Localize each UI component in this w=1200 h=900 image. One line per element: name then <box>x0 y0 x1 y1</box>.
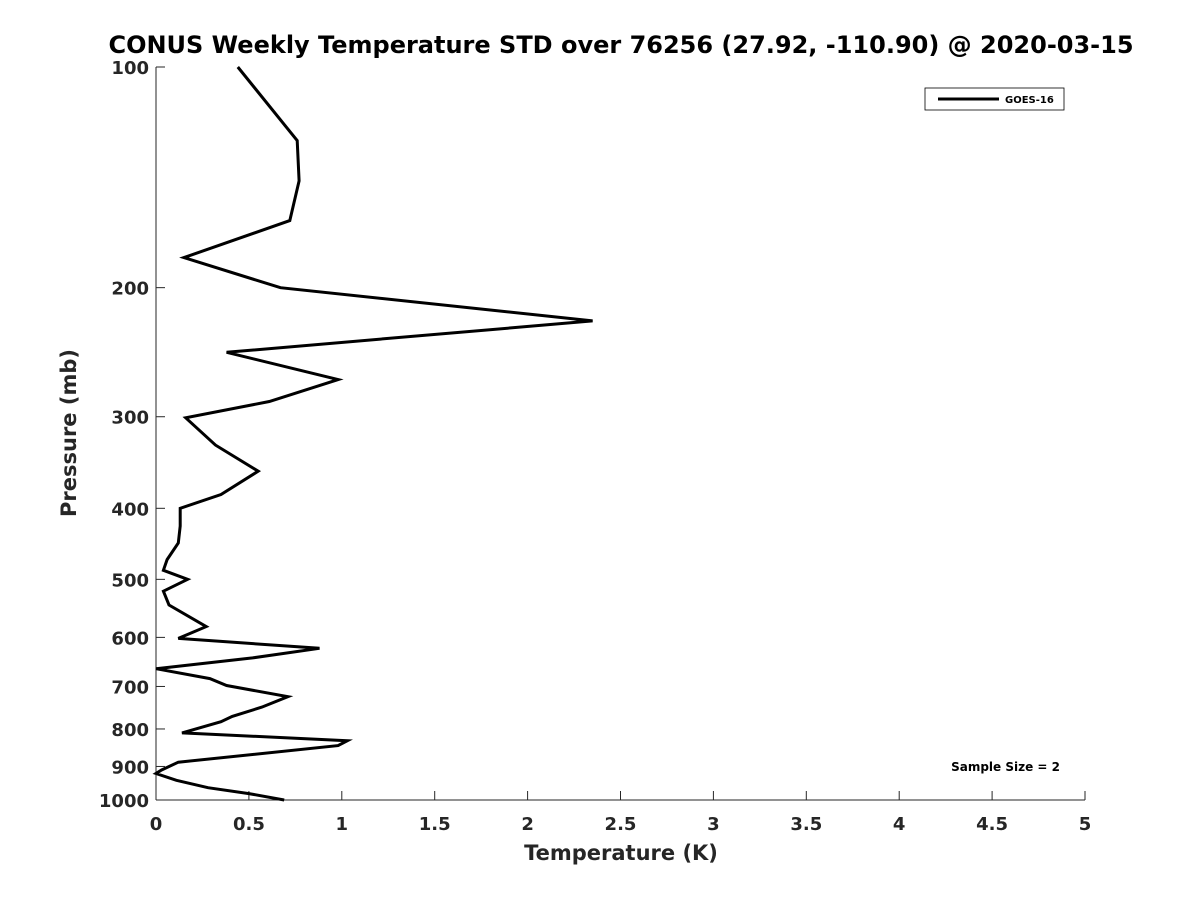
y-axis-label: Pressure (mb) <box>57 349 81 517</box>
x-tick-label: 2 <box>521 814 534 835</box>
legend: GOES-16 <box>924 87 1065 111</box>
sample-size-annotation: Sample Size = 2 <box>951 760 1060 774</box>
plot-area <box>156 67 1085 800</box>
x-tick-label: 5 <box>1079 814 1092 835</box>
legend-label-goes-16: GOES-16 <box>1005 95 1054 106</box>
x-tick-label: 4 <box>893 814 906 835</box>
y-tick-label: 1000 <box>99 791 149 812</box>
x-tick-label: 0.5 <box>233 814 265 835</box>
y-tick-label: 400 <box>111 499 149 520</box>
y-tick-label: 800 <box>111 720 149 741</box>
y-tick-label: 600 <box>111 628 149 649</box>
y-tick-label: 100 <box>111 58 149 79</box>
x-tick-label: 1.5 <box>419 814 451 835</box>
y-tick-label: 300 <box>111 408 149 429</box>
x-tick-label: 3 <box>707 814 720 835</box>
y-tick-label: 900 <box>111 757 149 778</box>
y-tick-label: 700 <box>111 677 149 698</box>
series-group <box>152 66 593 802</box>
y-tick-label: 200 <box>111 279 149 300</box>
x-tick-label: 4.5 <box>976 814 1008 835</box>
x-tick-label: 2.5 <box>605 814 637 835</box>
y-tick-label: 500 <box>111 570 149 591</box>
y-axis-ticks: 100 200 300 400 500 600 700 800 900 1000 <box>99 58 165 812</box>
chart-title: CONUS Weekly Temperature STD over 76256 … <box>108 31 1133 59</box>
series-line-goes-16 <box>152 66 593 802</box>
x-tick-label: 0 <box>150 814 163 835</box>
x-tick-label: 1 <box>336 814 349 835</box>
x-axis-ticks: 0 0.5 1 1.5 2 2.5 3 3.5 4 4.5 5 <box>150 791 1092 835</box>
x-tick-label: 3.5 <box>790 814 822 835</box>
x-axis-label: Temperature (K) <box>524 841 718 865</box>
